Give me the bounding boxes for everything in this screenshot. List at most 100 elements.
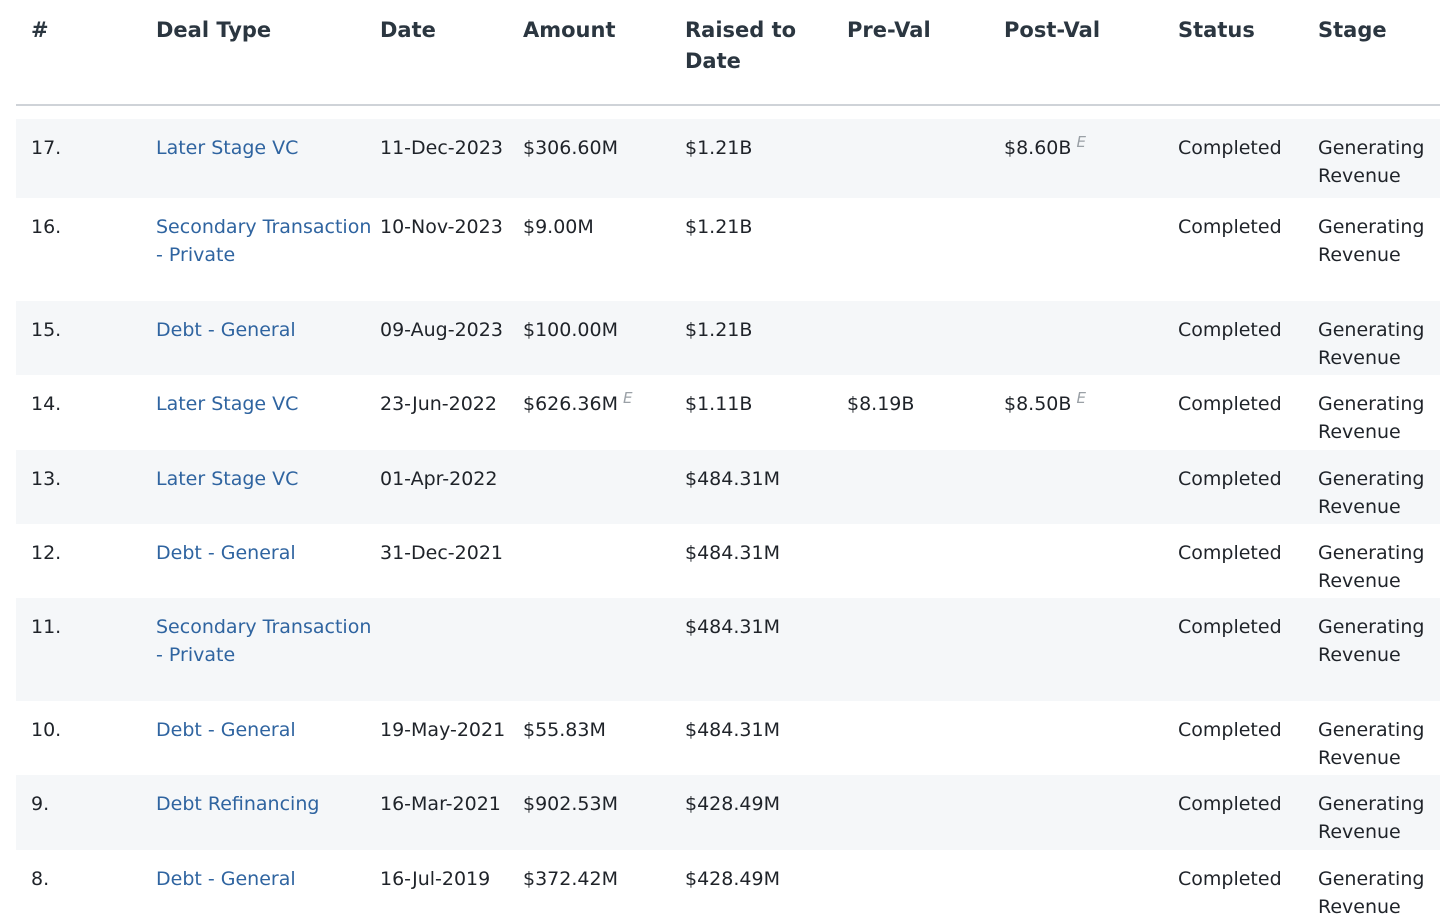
post-val-cell: [1004, 775, 1178, 850]
post-val-cell: [1004, 701, 1178, 775]
table-row: 11. Secondary Transaction - Private $484.3…: [16, 598, 1440, 701]
row-number-cell: 13.: [16, 450, 156, 524]
date-cell: 19-May-2021: [380, 701, 523, 775]
stage-cell: Generating Revenue: [1318, 450, 1440, 524]
row-number-cell: 8.: [16, 850, 156, 921]
raised-to-date-value: $1.21B: [685, 319, 753, 341]
amount-cell: $55.83M: [523, 701, 685, 775]
amount-cell: $372.42M: [523, 850, 685, 921]
status-value: Completed: [1178, 319, 1282, 341]
header-post-val: Post-Val: [1004, 0, 1178, 106]
row-number-value: 14.: [31, 393, 62, 415]
amount-value: $306.60M: [523, 137, 618, 159]
post-val-cell: [1004, 598, 1178, 701]
raised-to-date-cell: $1.21B: [685, 301, 847, 375]
estimate-marker: E: [1076, 389, 1086, 407]
raised-to-date-cell: $1.21B: [685, 198, 847, 301]
stage-value: Generating Revenue: [1318, 793, 1425, 843]
date-cell: 11-Dec-2023: [380, 119, 523, 198]
pre-val-cell: [847, 850, 1004, 921]
row-number-value: 17.: [31, 137, 62, 159]
date-cell: 16-Jul-2019: [380, 850, 523, 921]
date-value: 16-Jul-2019: [380, 868, 491, 890]
status-cell: Completed: [1178, 301, 1318, 375]
date-value: 16-Mar-2021: [380, 793, 501, 815]
raised-to-date-cell: $1.21B: [685, 119, 847, 198]
row-number-value: 8.: [31, 868, 50, 890]
pre-val-cell: [847, 198, 1004, 301]
pre-val-cell: [847, 301, 1004, 375]
raised-to-date-cell: $428.49M: [685, 775, 847, 850]
header-pre-val: Pre-Val: [847, 0, 1004, 106]
deal-type-link[interactable]: Secondary Transaction - Private: [156, 616, 372, 666]
deal-type-link[interactable]: Later Stage VC: [156, 393, 299, 415]
pre-val-cell: $8.19B: [847, 375, 1004, 450]
row-number-cell: 11.: [16, 598, 156, 701]
status-value: Completed: [1178, 793, 1282, 815]
deal-type-link[interactable]: Debt - General: [156, 868, 296, 890]
deal-type-link[interactable]: Debt Refinancing: [156, 793, 320, 815]
deal-type-link[interactable]: Later Stage VC: [156, 468, 299, 490]
pre-val-value: $8.19B: [847, 393, 915, 415]
header-raised-to-date: Raised to Date: [685, 0, 847, 106]
deal-type-link[interactable]: Debt - General: [156, 719, 296, 741]
header-amount: Amount: [523, 0, 685, 106]
status-cell: Completed: [1178, 198, 1318, 301]
date-cell: 09-Aug-2023: [380, 301, 523, 375]
table-row: 8. Debt - General 16-Jul-2019 $372.42M $428.…: [16, 850, 1440, 921]
pre-val-cell: [847, 701, 1004, 775]
raised-to-date-value: $484.31M: [685, 719, 780, 741]
deal-type-cell: Debt - General: [156, 301, 380, 375]
amount-value: $9.00M: [523, 216, 594, 238]
date-value: 10-Nov-2023: [380, 216, 503, 238]
row-number-cell: 15.: [16, 301, 156, 375]
status-value: Completed: [1178, 468, 1282, 490]
row-number-value: 15.: [31, 319, 62, 341]
pre-val-cell: [847, 775, 1004, 850]
post-val-value: $8.60B: [1004, 137, 1072, 159]
row-number-value: 16.: [31, 216, 62, 238]
amount-value: $372.42M: [523, 868, 618, 890]
row-number-cell: 9.: [16, 775, 156, 850]
row-number-value: 9.: [31, 793, 50, 815]
raised-to-date-value: $428.49M: [685, 793, 780, 815]
date-cell: 23-Jun-2022: [380, 375, 523, 450]
table-row: 15. Debt - General 09-Aug-2023 $100.00M $1.2…: [16, 301, 1440, 375]
row-number-value: 12.: [31, 542, 62, 564]
table-header: # Deal Type Date Amount Raised to Date P…: [16, 0, 1440, 106]
date-cell: 01-Apr-2022: [380, 450, 523, 524]
header-spacer: [16, 105, 1440, 119]
deal-type-cell: Debt - General: [156, 701, 380, 775]
stage-value: Generating Revenue: [1318, 319, 1425, 369]
raised-to-date-cell: $484.31M: [685, 701, 847, 775]
deal-type-cell: Debt Refinancing: [156, 775, 380, 850]
date-cell: 10-Nov-2023: [380, 198, 523, 301]
deal-type-link[interactable]: Later Stage VC: [156, 137, 299, 159]
amount-cell: [523, 450, 685, 524]
deal-type-link[interactable]: Debt - General: [156, 319, 296, 341]
stage-cell: Generating Revenue: [1318, 301, 1440, 375]
amount-cell: $626.36M E: [523, 375, 685, 450]
post-val-cell: $8.50B E: [1004, 375, 1178, 450]
amount-cell: $306.60M: [523, 119, 685, 198]
stage-cell: Generating Revenue: [1318, 598, 1440, 701]
date-value: 01-Apr-2022: [380, 468, 498, 490]
estimate-marker: E: [622, 389, 633, 407]
status-value: Completed: [1178, 868, 1282, 890]
status-value: Completed: [1178, 137, 1282, 159]
amount-cell: $902.53M: [523, 775, 685, 850]
amount-cell: $100.00M: [523, 301, 685, 375]
pre-val-cell: [847, 450, 1004, 524]
header-date: Date: [380, 0, 523, 106]
amount-value: $100.00M: [523, 319, 618, 341]
deal-type-link[interactable]: Secondary Transaction - Private: [156, 216, 372, 266]
raised-to-date-value: $484.31M: [685, 616, 780, 638]
raised-to-date-cell: $484.31M: [685, 450, 847, 524]
status-value: Completed: [1178, 616, 1282, 638]
raised-to-date-cell: $484.31M: [685, 598, 847, 701]
header-row: # Deal Type Date Amount Raised to Date P…: [16, 0, 1440, 106]
row-number-cell: 16.: [16, 198, 156, 301]
stage-cell: Generating Revenue: [1318, 198, 1440, 301]
post-val-cell: $8.60B E: [1004, 119, 1178, 198]
deal-type-link[interactable]: Debt - General: [156, 542, 296, 564]
